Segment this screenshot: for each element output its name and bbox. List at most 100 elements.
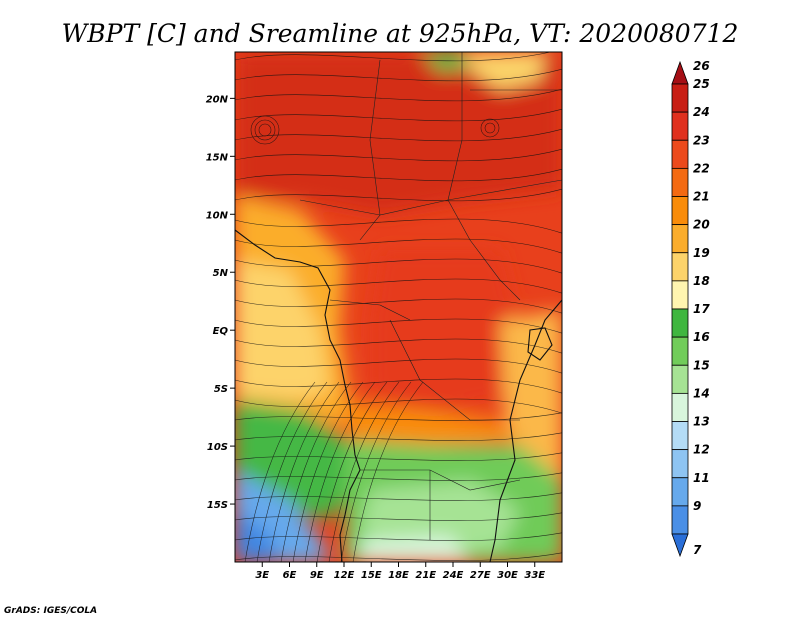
x-tick-label: 33E — [524, 570, 545, 581]
streamline — [235, 258, 562, 274]
coastline-west — [235, 229, 361, 562]
lake-victoria — [527, 327, 553, 361]
streamline — [235, 472, 562, 481]
streamline-vortex — [254, 119, 276, 141]
x-tick-label: 6E — [283, 570, 297, 581]
colorbar-swatch — [671, 336, 689, 366]
streamline — [235, 318, 562, 334]
colorbar-swatch — [671, 167, 689, 197]
x-axis: 3E 6E 9E 12E 15E 18E 21E 24E 27E 30E 33E — [255, 562, 545, 581]
streamline — [235, 452, 562, 461]
colorbar-label: 9 — [693, 499, 701, 513]
colorbar-swatch — [671, 83, 689, 113]
colorbar-label: 7 — [693, 543, 702, 557]
colorbar-label: 14 — [693, 386, 710, 400]
colorbar-swatch — [671, 139, 689, 169]
streamline — [352, 381, 424, 562]
streamline — [235, 88, 562, 102]
streamline — [235, 532, 562, 541]
streamline — [235, 512, 562, 521]
colorbar-swatch — [671, 364, 689, 394]
colorbar-label: 18 — [693, 274, 710, 288]
streamline — [235, 52, 552, 62]
colorbar-label: 20 — [693, 218, 710, 232]
border-7 — [360, 469, 521, 491]
y-tick-label: 5N — [213, 268, 229, 279]
streamline — [235, 398, 562, 414]
x-tick-label: 12E — [334, 570, 355, 581]
field-southern-light — [360, 480, 520, 555]
streamline — [235, 278, 562, 294]
colorbar-top-arrow — [671, 60, 689, 85]
border-5 — [329, 299, 411, 321]
x-tick-label: 27E — [470, 570, 491, 581]
colorbar-swatch — [671, 252, 689, 282]
colorbar-swatch — [671, 196, 689, 226]
colorbar-swatch — [671, 308, 689, 338]
y-tick-label: EQ — [213, 326, 229, 337]
colorbar-label: 23 — [693, 133, 710, 147]
colorbar-swatch — [671, 421, 689, 451]
streamline — [256, 381, 328, 562]
colorbar-label: 17 — [693, 302, 710, 316]
field-green-top — [420, 52, 470, 72]
streamline — [235, 168, 562, 182]
colorbar-label: 11 — [693, 471, 710, 485]
field-sw-deep — [235, 510, 280, 562]
field-yellow-top — [465, 52, 545, 90]
colorbar-label: 24 — [693, 105, 710, 119]
colorbar-label: 22 — [693, 161, 710, 175]
streamlines — [235, 52, 562, 562]
y-tick-label: 5S — [214, 384, 228, 395]
streamline — [235, 338, 562, 354]
x-tick-label: 24E — [443, 570, 464, 581]
streamline — [244, 381, 316, 562]
colorbar: 26 25 24 23 22 21 20 19 18 17 16 15 14 13 12 11 9 7 — [671, 59, 710, 558]
credit-text: GrADS: IGES/COLA — [4, 606, 97, 616]
colorbar-label: 21 — [693, 190, 710, 204]
streamline — [235, 108, 562, 122]
border-4 — [469, 239, 521, 301]
colorbar-swatch — [671, 505, 689, 535]
border-3 — [299, 179, 562, 216]
colorbar-label: 16 — [693, 330, 710, 344]
x-tick-label: 21E — [415, 570, 436, 581]
chart-title: WBPT [C] and Sreamline at 925hPa, VT: 20… — [62, 19, 739, 48]
y-tick-label: 15S — [207, 500, 228, 511]
field-coast-yellow — [235, 260, 330, 400]
field-south-transition — [340, 400, 520, 445]
streamline-vortex — [484, 122, 496, 134]
colorbar-label: 12 — [693, 443, 710, 457]
streamline — [235, 128, 562, 142]
streamline — [235, 188, 562, 202]
colorbar-swatch — [671, 449, 689, 479]
y-axis: 20N 15N 10N 5N EQ 5S 10S 15S — [206, 94, 235, 511]
streamline — [268, 381, 340, 562]
plot-area — [235, 52, 562, 562]
colorbar-swatch — [671, 224, 689, 254]
x-tick-label: 15E — [361, 570, 382, 581]
y-tick-label: 15N — [206, 152, 229, 163]
streamline — [235, 358, 562, 374]
colorbar-label: 26 — [693, 59, 710, 73]
streamline — [328, 381, 400, 562]
colorbar-label: 19 — [693, 246, 710, 260]
colorbar-swatch — [671, 392, 689, 422]
colorbar-label: 15 — [693, 358, 710, 372]
streamline — [304, 381, 376, 562]
streamline-vortex — [258, 123, 272, 137]
streamline — [235, 492, 562, 501]
streamline — [235, 298, 562, 314]
streamline-vortex — [480, 118, 500, 138]
x-tick-label: 18E — [388, 570, 409, 581]
field-congo-basin — [370, 250, 520, 415]
colorbar-label: 13 — [693, 415, 710, 429]
streamline — [235, 238, 562, 254]
colorbar-bottom-arrow — [671, 533, 689, 558]
y-tick-label: 20N — [206, 94, 229, 105]
streamline — [235, 218, 562, 234]
field-light-blue — [360, 535, 470, 562]
x-tick-label: 30E — [497, 570, 518, 581]
streamline — [235, 148, 562, 162]
